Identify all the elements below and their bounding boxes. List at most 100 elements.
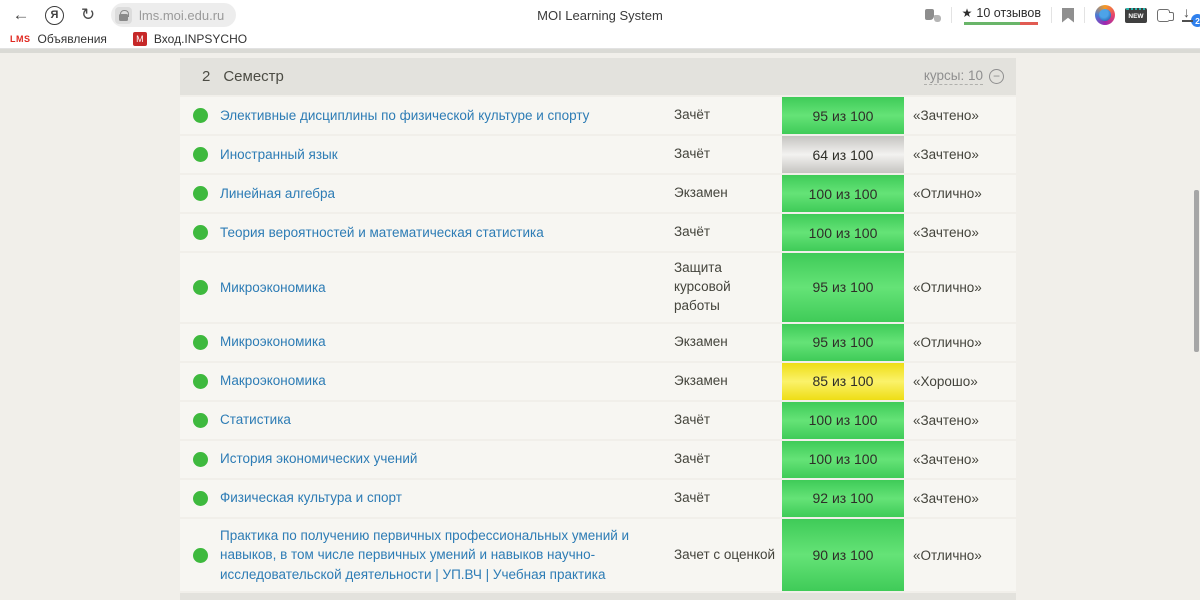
course-row: История экономических учений Зачёт 100 и… bbox=[180, 440, 1016, 478]
assessment-type: Экзамен bbox=[674, 185, 728, 201]
courses-count-link[interactable]: курсы: 10 bbox=[923, 68, 983, 85]
grades-table: 2 Семестр курсы: 10 Элективные дисциплин… bbox=[180, 58, 1016, 600]
score-badge: 100 из 100 bbox=[782, 401, 904, 439]
bookmark-flag-icon[interactable] bbox=[1062, 7, 1074, 23]
course-link[interactable]: История экономических учений bbox=[220, 451, 418, 467]
downloads-button[interactable]: ↓ 2 bbox=[1180, 4, 1200, 27]
course-status-cell bbox=[180, 136, 220, 173]
bookmark-item-announcements[interactable]: LMS Объявления bbox=[10, 32, 107, 46]
assessment-type: Экзамен bbox=[674, 333, 728, 349]
collections-icon[interactable] bbox=[1157, 8, 1174, 22]
semester-title: Семестр bbox=[223, 68, 284, 85]
course-status-cell bbox=[180, 324, 220, 361]
extension-icon[interactable] bbox=[1095, 5, 1115, 25]
address-bar[interactable]: lms.moi.edu.ru bbox=[111, 3, 237, 27]
course-row: Практика по получению первичных професси… bbox=[180, 518, 1016, 592]
score-badge: 100 из 100 bbox=[782, 214, 904, 251]
course-rows: Элективные дисциплины по физической куль… bbox=[180, 97, 1016, 592]
rating-bar bbox=[964, 21, 1039, 25]
grade-text: «Отлично» bbox=[913, 279, 982, 295]
vertical-scrollbar[interactable] bbox=[1194, 190, 1199, 352]
divider bbox=[1084, 7, 1085, 23]
semester-number: 2 bbox=[202, 68, 211, 85]
refresh-button[interactable]: ↻ bbox=[80, 5, 96, 24]
status-dot-icon bbox=[192, 451, 208, 467]
course-row: Линейная алгебра Экзамен 100 из 100 «Отл… bbox=[180, 175, 1016, 212]
browser-chrome: ← Я ↻ lms.moi.edu.ru MOI Learning System… bbox=[0, 0, 1200, 49]
course-status-cell bbox=[180, 519, 220, 592]
course-row: Иностранный язык Зачёт 64 из 100 «Зачтен… bbox=[180, 136, 1016, 173]
score-badge: 95 из 100 bbox=[782, 323, 904, 361]
course-status-cell bbox=[180, 214, 220, 251]
course-link[interactable]: Теория вероятностей и математическая ста… bbox=[220, 224, 544, 240]
course-row: Статистика Зачёт 100 из 100 «Зачтено» bbox=[180, 401, 1016, 439]
course-name-cell: Физическая культура и спорт bbox=[220, 480, 674, 517]
course-status-cell bbox=[180, 253, 220, 322]
page-content: 2 Семестр курсы: 10 Элективные дисциплин… bbox=[0, 49, 1200, 600]
status-dot-icon bbox=[192, 334, 208, 350]
new-extension-icon[interactable]: NEW bbox=[1125, 7, 1147, 23]
course-link[interactable]: Макроэкономика bbox=[220, 373, 326, 389]
reviews-rating-button[interactable]: ★ 10 отзывов bbox=[962, 6, 1041, 25]
course-status-cell bbox=[180, 363, 220, 400]
divider bbox=[1051, 7, 1052, 23]
inpsycho-favicon: М bbox=[132, 32, 147, 46]
assessment-type: Защита курсовой работы bbox=[674, 260, 731, 313]
lms-favicon: LMS bbox=[10, 34, 31, 44]
course-name-cell: Практика по получению первичных професси… bbox=[220, 519, 674, 592]
toolbar-right-icons: ★ 10 отзывов NEW ↓ 2 bbox=[924, 0, 1200, 30]
course-row: Теория вероятностей и математическая ста… bbox=[180, 214, 1016, 251]
course-link[interactable]: Микроэкономика bbox=[220, 279, 326, 295]
course-link[interactable]: Иностранный язык bbox=[220, 146, 338, 162]
course-status-cell bbox=[180, 441, 220, 478]
score-badge: 64 из 100 bbox=[782, 136, 904, 173]
course-status-cell bbox=[180, 175, 220, 212]
grade-text: «Зачтено» bbox=[913, 490, 979, 506]
assessment-type: Зачет с оценкой bbox=[674, 546, 776, 562]
course-name-cell: Микроэкономика bbox=[220, 253, 674, 322]
course-name-cell: История экономических учений bbox=[220, 441, 674, 478]
course-link[interactable]: Элективные дисциплины по физической куль… bbox=[220, 107, 590, 123]
assessment-type: Экзамен bbox=[674, 372, 728, 388]
status-dot-icon bbox=[192, 147, 208, 162]
score-badge: 95 из 100 bbox=[782, 97, 904, 134]
download-count-badge: 2 bbox=[1191, 14, 1200, 27]
bookmark-item-inpsycho[interactable]: М Вход.INPSYCHO bbox=[132, 32, 247, 46]
score-badge: 92 из 100 bbox=[782, 479, 904, 517]
grade-text: «Зачтено» bbox=[913, 451, 979, 467]
course-status-cell bbox=[180, 97, 220, 134]
protect-icon[interactable] bbox=[924, 8, 941, 22]
course-link[interactable]: Практика по получению первичных професси… bbox=[220, 527, 630, 582]
grade-text: «Хорошо» bbox=[913, 373, 978, 389]
course-link[interactable]: Физическая культура и спорт bbox=[220, 490, 402, 506]
score-badge: 95 из 100 bbox=[782, 253, 904, 322]
course-link[interactable]: Линейная алгебра bbox=[220, 185, 336, 201]
course-row: Микроэкономика Экзамен 95 из 100 «Отличн… bbox=[180, 323, 1016, 361]
rating-bar-positive bbox=[964, 21, 1021, 25]
course-row: Физическая культура и спорт Зачёт 92 из … bbox=[180, 479, 1016, 517]
course-row: Элективные дисциплины по физической куль… bbox=[180, 97, 1016, 134]
bookmarks-bar: LMS Объявления М Вход.INPSYCHO bbox=[0, 30, 1200, 48]
grade-text: «Отлично» bbox=[913, 547, 982, 563]
grade-text: «Зачтено» bbox=[913, 225, 979, 240]
course-link[interactable]: Микроэкономика bbox=[220, 334, 326, 350]
page-header-edge bbox=[0, 49, 1200, 53]
status-dot-icon bbox=[192, 490, 208, 506]
divider bbox=[950, 7, 952, 23]
course-status-cell bbox=[180, 402, 220, 439]
grade-text: «Зачтено» bbox=[913, 108, 979, 123]
score-badge: 100 из 100 bbox=[782, 440, 904, 478]
browser-toolbar: ← Я ↻ lms.moi.edu.ru MOI Learning System… bbox=[0, 0, 1200, 30]
assessment-type: Зачёт bbox=[674, 450, 711, 466]
course-name-cell: Иностранный язык bbox=[220, 136, 674, 173]
assessment-type: Зачёт bbox=[674, 107, 711, 123]
lock-icon[interactable] bbox=[115, 6, 132, 24]
url-text: lms.moi.edu.ru bbox=[139, 7, 225, 23]
course-name-cell: Микроэкономика bbox=[220, 324, 674, 361]
collapse-semester-icon[interactable] bbox=[989, 69, 1004, 84]
course-name-cell: Линейная алгебра bbox=[220, 175, 674, 212]
back-button[interactable]: ← bbox=[12, 5, 30, 24]
grade-text: «Отлично» bbox=[913, 334, 982, 350]
yandex-logo-button[interactable]: Я bbox=[45, 5, 64, 25]
course-link[interactable]: Статистика bbox=[220, 412, 291, 428]
